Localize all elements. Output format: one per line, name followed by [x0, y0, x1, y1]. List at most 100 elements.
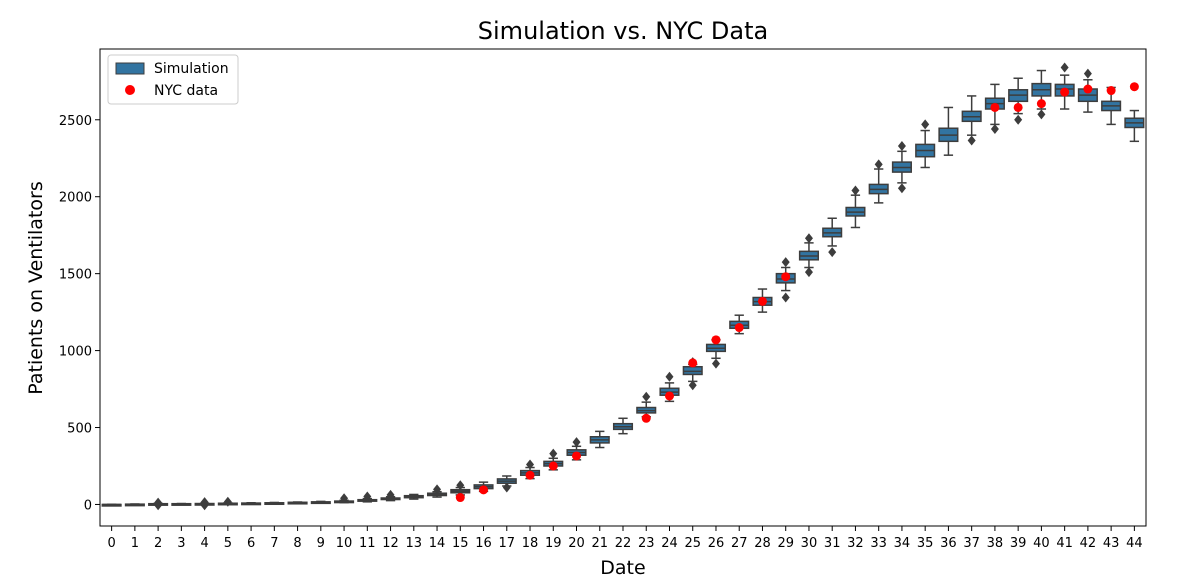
- x-tick-label: 32: [847, 536, 864, 551]
- box-5: [217, 496, 238, 507]
- x-tick-label: 9: [317, 536, 325, 551]
- x-tick-label: 2: [154, 536, 162, 551]
- x-tick-label: 7: [270, 536, 278, 551]
- legend-swatch-nyc-data: [125, 85, 135, 95]
- nyc-data-point-29: [781, 272, 791, 282]
- nyc-data-point-16: [479, 485, 489, 495]
- box-35: [915, 119, 936, 169]
- box-outlier: [363, 491, 372, 502]
- nyc-data-point-19: [548, 461, 558, 471]
- box-outlier: [921, 119, 930, 130]
- y-tick-label: 1500: [59, 268, 92, 283]
- box-outlier: [433, 484, 442, 495]
- box-40: [1031, 69, 1052, 120]
- nyc-data-point-18: [525, 470, 535, 480]
- x-tick-label: 39: [1010, 536, 1027, 551]
- y-tick-label: 2000: [59, 191, 92, 206]
- box-outlier: [386, 489, 395, 500]
- nyc-data-point-41: [1060, 87, 1070, 97]
- x-tick-label: 25: [684, 536, 701, 551]
- box-outlier: [688, 380, 697, 391]
- x-tick-label: 37: [963, 536, 980, 551]
- box-outlier: [874, 159, 883, 170]
- nyc-data-point-24: [664, 391, 674, 401]
- box-23: [636, 391, 657, 418]
- nyc-data-point-28: [757, 296, 767, 306]
- x-tick-label: 44: [1126, 536, 1143, 551]
- box-outlier: [1083, 68, 1092, 79]
- box-outlier: [1060, 62, 1069, 73]
- box-outlier: [572, 437, 581, 448]
- x-tick-label: 29: [777, 536, 794, 551]
- x-tick-label: 30: [801, 536, 818, 551]
- box-outlier: [711, 358, 720, 369]
- x-tick-label: 11: [359, 536, 376, 551]
- box-outlier: [665, 371, 674, 382]
- box-14: [426, 484, 448, 498]
- box-outlier: [1037, 109, 1046, 120]
- box-8: [287, 501, 308, 505]
- box-outlier: [967, 135, 976, 146]
- box-12: [380, 489, 401, 502]
- box-outlier: [154, 497, 163, 508]
- box-15: [450, 480, 471, 496]
- x-tick-label: 13: [406, 536, 423, 551]
- x-tick-label: 5: [224, 536, 232, 551]
- x-tick-label: 33: [870, 536, 887, 551]
- box-outlier: [200, 497, 209, 508]
- box-30: [798, 233, 820, 278]
- nyc-data-point-15: [455, 493, 465, 503]
- box-body: [682, 365, 703, 376]
- plot-frame: [99, 48, 1147, 527]
- x-tick-label: 36: [940, 536, 957, 551]
- box-1: [124, 503, 145, 507]
- x-tick-label: 24: [661, 536, 678, 551]
- nyc-data-point-23: [641, 413, 651, 423]
- box-34: [891, 140, 912, 194]
- x-tick-label: 31: [824, 536, 841, 551]
- chart-title: Simulation vs. NYC Data: [478, 17, 768, 45]
- x-axis: 0 1 2 3 4 5 6 7 8 9 10 11 12 13 14 15 16 17 18 19 20 21 22 23 24…: [107, 526, 1143, 551]
- y-tick-label: 1000: [59, 345, 92, 360]
- box-0: [101, 503, 122, 507]
- x-tick-label: 6: [247, 536, 255, 551]
- box-13: [403, 493, 424, 500]
- box-31: [822, 217, 843, 258]
- x-tick-label: 38: [987, 536, 1004, 551]
- box-4: [194, 497, 215, 511]
- box-outlier: [223, 496, 232, 507]
- box-outlier: [781, 292, 790, 303]
- nyc-data-point-39: [1013, 102, 1023, 112]
- x-tick-label: 43: [1103, 536, 1120, 551]
- legend-swatch-simulation: [115, 62, 145, 75]
- box-outlier: [526, 459, 535, 470]
- box-9: [310, 500, 331, 505]
- box-outlier: [456, 480, 465, 491]
- nyc-data-point-27: [734, 323, 744, 333]
- x-tick-label: 18: [522, 536, 539, 551]
- box-11: [357, 491, 378, 503]
- plot-area: [99, 48, 1147, 527]
- x-tick-label: 14: [429, 536, 446, 551]
- x-tick-label: 20: [568, 536, 585, 551]
- box-33: [868, 159, 889, 204]
- y-tick-label: 2500: [59, 114, 92, 129]
- box-outlier: [828, 247, 837, 258]
- nyc-data-point-25: [688, 358, 698, 368]
- x-tick-label: 17: [499, 536, 516, 551]
- x-tick-label: 34: [894, 536, 911, 551]
- x-tick-label: 26: [708, 536, 725, 551]
- x-tick-label: 3: [177, 536, 185, 551]
- x-tick-label: 10: [336, 536, 353, 551]
- y-tick-label: 500: [67, 422, 92, 437]
- x-tick-label: 27: [731, 536, 748, 551]
- box-21: [589, 430, 610, 449]
- x-tick-label: 41: [1056, 536, 1073, 551]
- box-17: [496, 475, 517, 493]
- x-tick-label: 4: [200, 536, 208, 551]
- box-3: [171, 502, 192, 506]
- box-outlier: [804, 267, 813, 278]
- nyc-data-point-40: [1036, 99, 1046, 109]
- x-tick-label: 40: [1033, 536, 1050, 551]
